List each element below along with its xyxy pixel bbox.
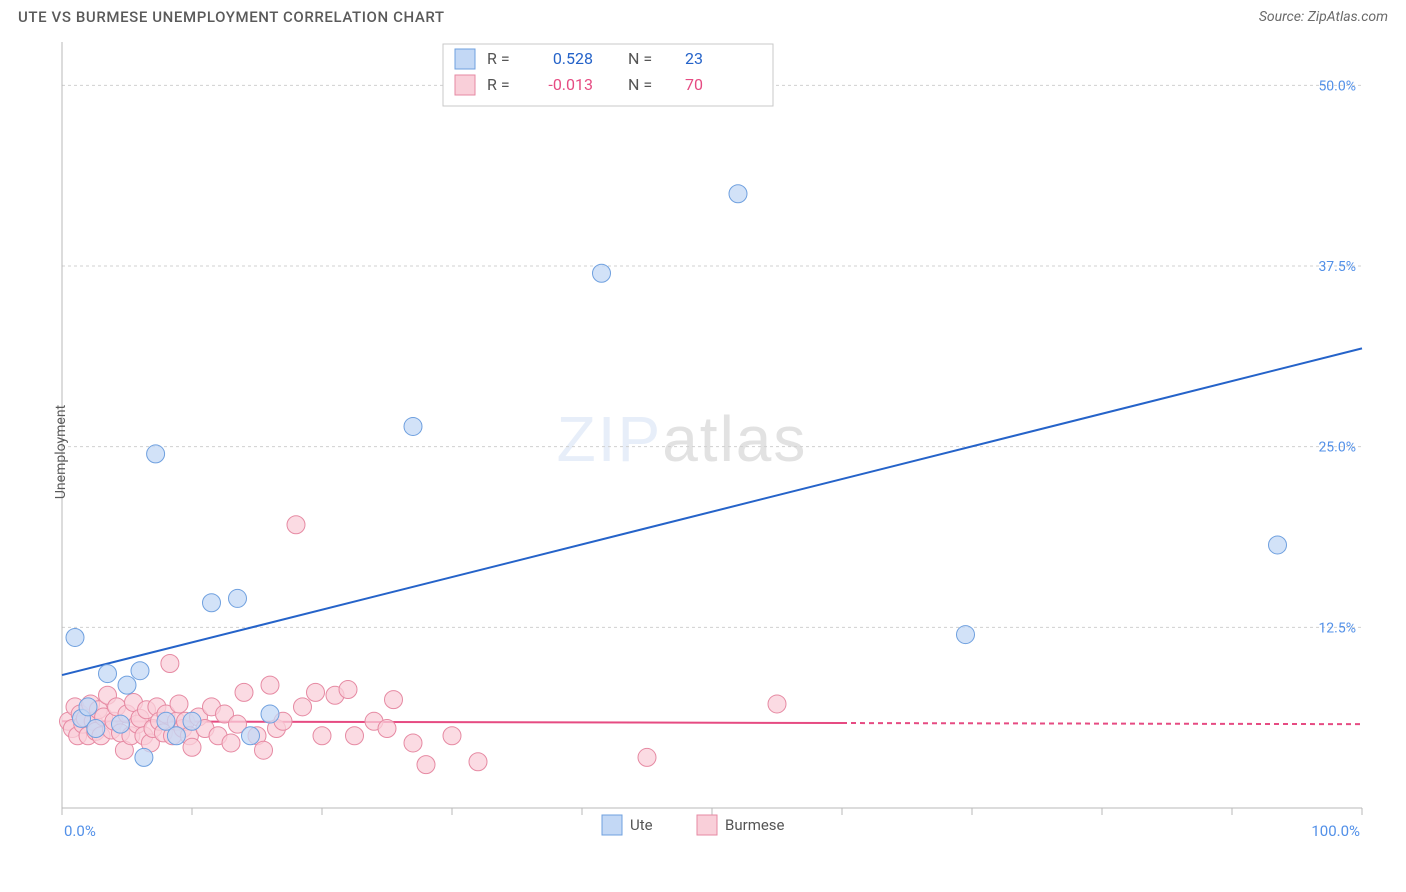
data-point-burmese — [385, 691, 403, 709]
stats-n-label: N = — [628, 75, 652, 94]
stats-r-value-ute: 0.528 — [553, 49, 593, 68]
data-point-ute — [203, 594, 221, 612]
x-axis-max-label: 100.0% — [1311, 822, 1360, 840]
data-point-ute — [66, 628, 84, 646]
data-point-burmese — [294, 698, 312, 716]
data-point-burmese — [404, 734, 422, 752]
data-point-burmese — [287, 516, 305, 534]
stats-r-label: R = — [487, 49, 510, 68]
data-point-ute — [593, 264, 611, 282]
data-point-burmese — [235, 683, 253, 701]
legend-swatch-burmese — [697, 815, 717, 835]
stats-swatch-ute — [455, 49, 475, 69]
data-point-ute — [118, 676, 136, 694]
data-point-ute — [729, 185, 747, 203]
data-point-ute — [87, 720, 105, 738]
stats-r-label: R = — [487, 75, 510, 94]
data-point-burmese — [469, 753, 487, 771]
data-point-ute — [957, 626, 975, 644]
data-point-burmese — [339, 680, 357, 698]
data-point-burmese — [378, 720, 396, 738]
chart-header: UTE VS BURMESE UNEMPLOYMENT CORRELATION … — [0, 0, 1406, 32]
data-point-burmese — [161, 654, 179, 672]
data-point-burmese — [183, 738, 201, 756]
data-point-burmese — [443, 727, 461, 745]
data-point-ute — [229, 589, 247, 607]
x-axis-min-label: 0.0% — [64, 822, 96, 840]
y-tick-label: 25.0% — [1318, 440, 1356, 456]
trend-line-ute — [62, 348, 1362, 675]
data-point-burmese — [768, 695, 786, 713]
data-point-burmese — [261, 676, 279, 694]
stats-swatch-burmese — [455, 75, 475, 95]
data-point-burmese — [638, 748, 656, 766]
y-axis-label: Unemployment — [53, 405, 69, 499]
data-point-ute — [261, 705, 279, 723]
data-point-ute — [99, 665, 117, 683]
data-point-burmese — [222, 734, 240, 752]
chart-title: UTE VS BURMESE UNEMPLOYMENT CORRELATION … — [18, 8, 445, 26]
data-point-ute — [131, 662, 149, 680]
data-point-ute — [112, 715, 130, 733]
data-point-ute — [167, 727, 185, 745]
data-point-burmese — [255, 741, 273, 759]
source-attribution: Source: ZipAtlas.com — [1259, 9, 1388, 25]
data-point-ute — [1269, 536, 1287, 554]
data-point-burmese — [170, 695, 188, 713]
y-tick-label: 37.5% — [1318, 259, 1356, 275]
chart-container: Unemployment ZIPatlas 12.5% 25.0% 37.5% 50.0… — [18, 32, 1388, 872]
legend-label-burmese: Burmese — [725, 816, 785, 834]
data-point-ute — [242, 727, 260, 745]
stats-n-label: N = — [628, 49, 652, 68]
stats-n-value-ute: 23 — [685, 49, 703, 68]
data-point-ute — [183, 712, 201, 730]
trend-line-burmese-extrapolated — [842, 723, 1362, 724]
data-point-ute — [147, 445, 165, 463]
legend-swatch-ute — [602, 815, 622, 835]
data-point-burmese — [417, 756, 435, 774]
y-tick-label: 12.5% — [1318, 620, 1356, 636]
y-tick-label: 50.0% — [1318, 78, 1356, 94]
data-point-ute — [79, 698, 97, 716]
data-point-ute — [404, 417, 422, 435]
stats-r-value-burmese: -0.013 — [548, 75, 593, 94]
data-point-burmese — [307, 683, 325, 701]
legend-label-ute: Ute — [630, 816, 653, 834]
stats-n-value-burmese: 70 — [685, 75, 703, 94]
data-point-burmese — [313, 727, 331, 745]
watermark: ZIPatlas — [557, 403, 808, 475]
data-point-ute — [135, 748, 153, 766]
data-point-burmese — [346, 727, 364, 745]
scatter-chart: ZIPatlas 12.5% 25.0% 37.5% 50.0% R = 0.528 N = 2… — [18, 32, 1388, 872]
